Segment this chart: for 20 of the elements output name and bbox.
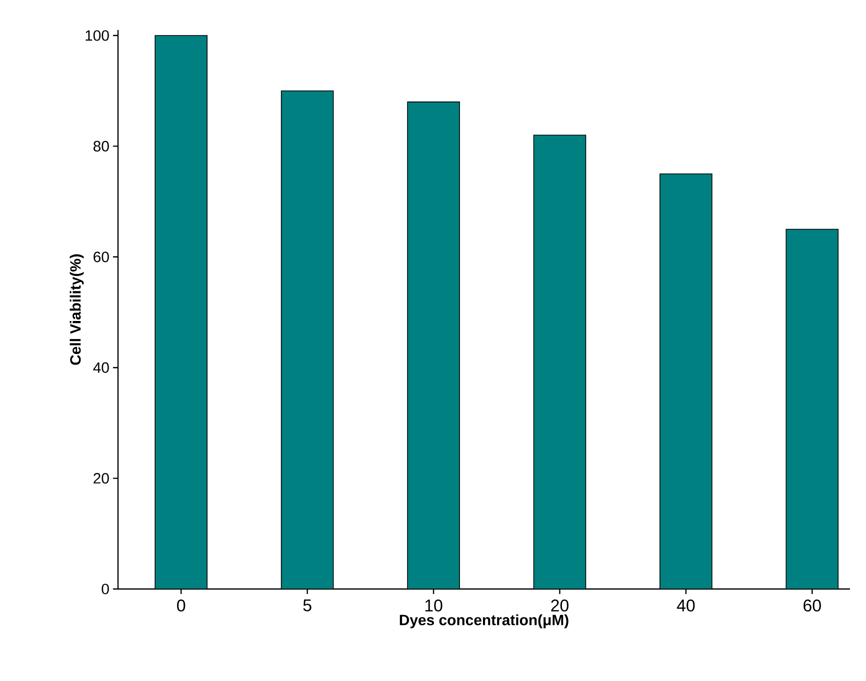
bar <box>660 173 712 589</box>
x-tick-label: 5 <box>303 600 312 612</box>
x-tick-label: 20 <box>551 600 568 612</box>
x-tick-label: 60 <box>804 600 821 612</box>
y-tick-label: 20 <box>94 473 109 484</box>
x-tick-label: 40 <box>676 600 695 612</box>
y-axis-title: Cell Viability(%) <box>70 254 84 365</box>
bar <box>407 102 460 589</box>
x-axis-title: Dyes concentration(μM) <box>400 614 568 628</box>
y-tick-label: 60 <box>94 252 109 262</box>
y-tick-label: 40 <box>93 362 109 373</box>
x-tick-label: 0 <box>177 600 186 612</box>
bar <box>786 228 839 589</box>
bar <box>154 35 208 589</box>
bar <box>533 134 586 589</box>
x-tick-label: 10 <box>425 600 442 612</box>
y-tick-label: 80 <box>94 140 109 152</box>
y-tick-label: 0 <box>102 584 109 594</box>
bar <box>280 90 334 589</box>
y-tick-label: 100 <box>86 30 109 41</box>
